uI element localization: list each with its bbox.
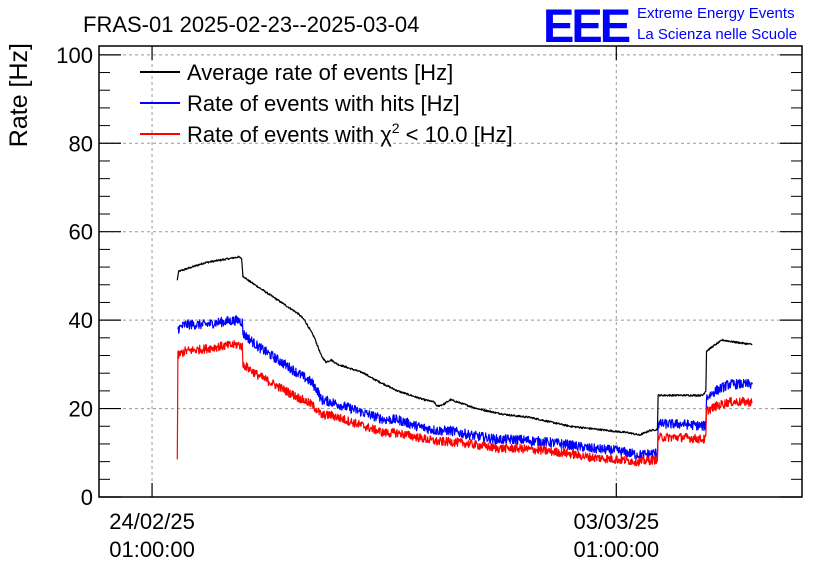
logo-line-2: La Scienza nelle Scuole [637, 26, 797, 43]
x-tick-label-date: 03/03/25 [573, 509, 659, 534]
x-tick-labels: 24/02/25 01:00:00 03/03/25 01:00:00 [109, 509, 659, 562]
series-line-0 [176, 255, 753, 436]
axis-ticks [99, 46, 802, 498]
series-line-2 [176, 339, 753, 467]
y-tick-label: 20 [69, 397, 93, 422]
x-tick-label-time: 01:00:00 [573, 537, 659, 562]
x-tick-label-time: 01:00:00 [109, 537, 195, 562]
x-tick-label-date: 24/02/25 [109, 509, 195, 534]
eee-logo: EEE Extreme Energy Events La Scienza nel… [543, 0, 797, 52]
series-line-1 [177, 315, 753, 460]
logo-line-1: Extreme Energy Events [637, 5, 795, 22]
eee-logo-mark: EEE [543, 0, 630, 52]
y-tick-label: 80 [69, 131, 93, 156]
legend-label-chi2-main: Rate of events with χ [187, 122, 392, 147]
legend-label-chi2: Rate of events with χ2 < 10.0 [Hz] [187, 120, 513, 147]
legend-label-average: Average rate of events [Hz] [187, 60, 453, 85]
y-tick-label: 100 [56, 43, 93, 68]
y-axis-label: Rate [Hz] [5, 43, 33, 147]
data-series [176, 255, 753, 467]
legend: Average rate of events [Hz] Rate of even… [140, 60, 513, 147]
legend-label-chi2-tail: < 10.0 [Hz] [400, 122, 513, 147]
y-tick-label: 60 [69, 220, 93, 245]
y-tick-label: 40 [69, 308, 93, 333]
legend-label-hits: Rate of events with hits [Hz] [187, 91, 460, 116]
y-tick-labels: 0 20 40 60 80 100 [56, 43, 93, 510]
plot-frame [98, 45, 803, 498]
y-tick-label: 0 [81, 485, 93, 510]
chart-title: FRAS-01 2025-02-23--2025-03-04 [83, 12, 419, 37]
legend-label-chi2-sup: 2 [392, 120, 400, 136]
